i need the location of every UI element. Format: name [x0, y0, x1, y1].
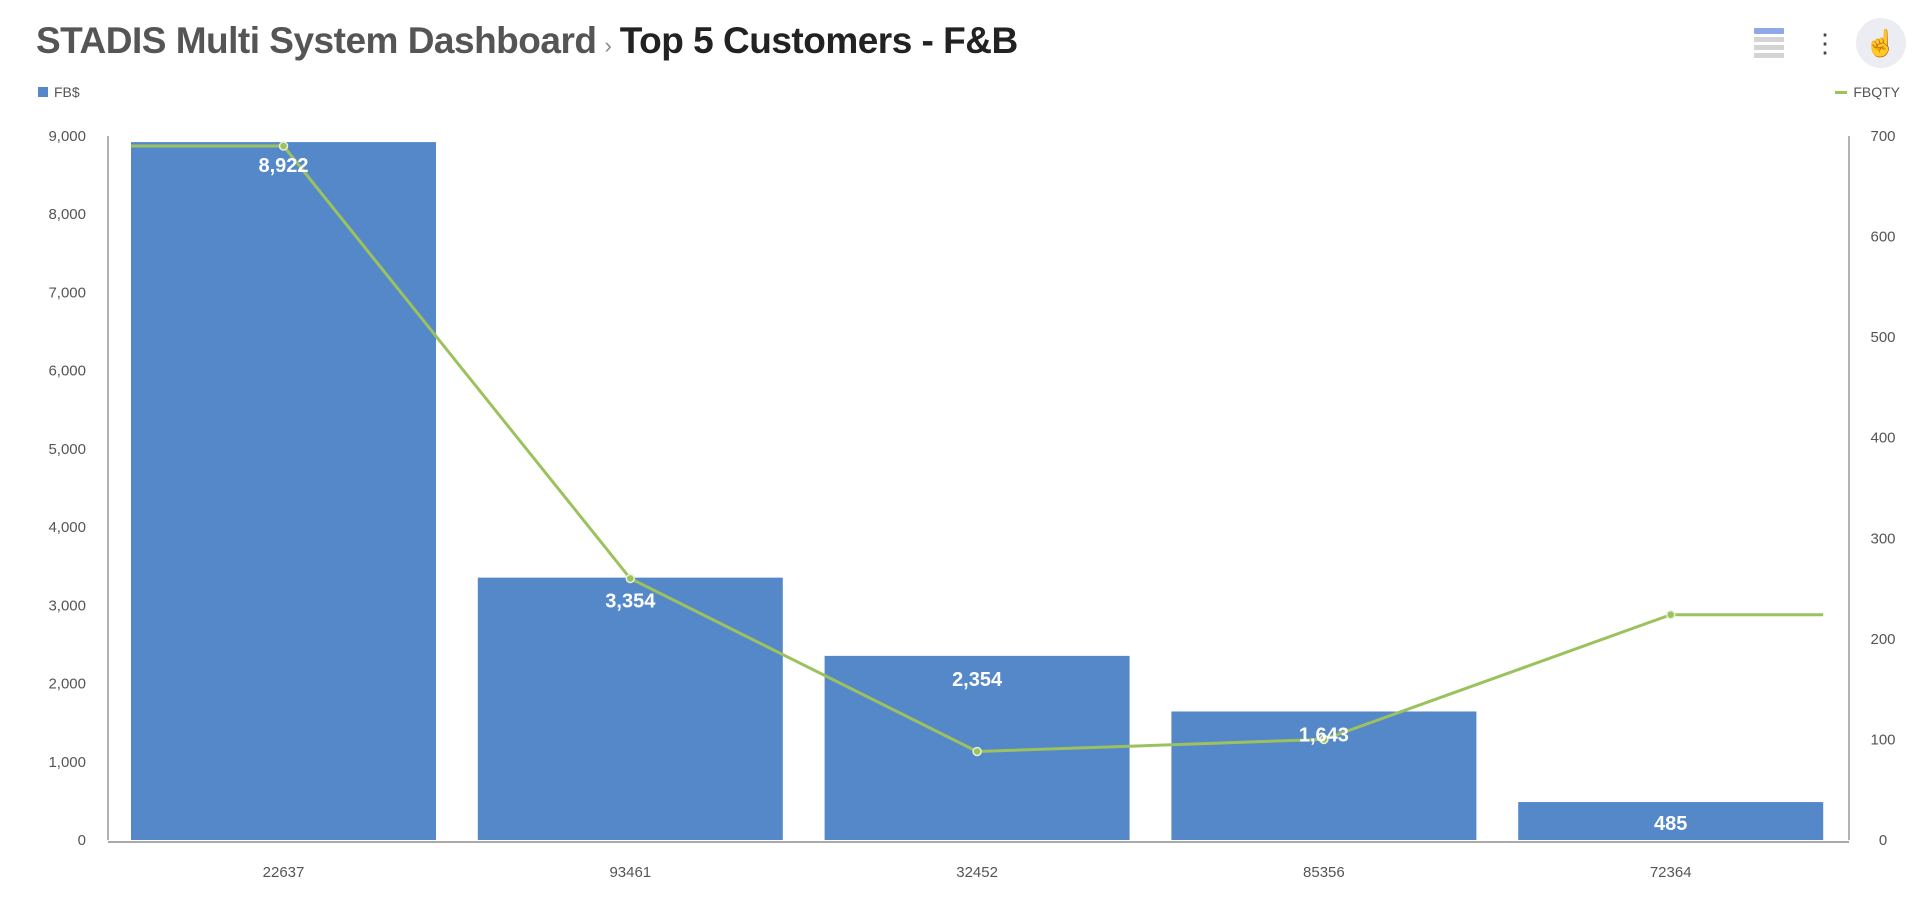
table-view-icon[interactable]	[1754, 28, 1784, 58]
left-tick-label: 6,000	[48, 363, 86, 380]
more-vert-icon[interactable]: ⋮	[1812, 27, 1838, 58]
x-tick-label: 72364	[1650, 864, 1692, 881]
left-tick-label: 5,000	[48, 441, 86, 458]
breadcrumb-separator-icon: ›	[604, 33, 612, 58]
breadcrumb-dashboard[interactable]: STADIS Multi System Dashboard	[36, 20, 597, 61]
line-point-72364	[1665, 609, 1676, 620]
pointer-hand-icon[interactable]: ☝	[1856, 18, 1906, 68]
bar-data-label: 8,922	[258, 155, 308, 177]
x-tick-label: 85356	[1303, 864, 1345, 881]
bar-data-label: 485	[1654, 813, 1687, 835]
left-tick-label: 9,000	[48, 128, 86, 145]
bar-93461	[477, 577, 783, 840]
line-point-22637	[278, 141, 289, 151]
left-tick-label: 4,000	[48, 519, 86, 536]
x-tick-label: 32452	[956, 864, 998, 881]
legend-line: FBQTY	[1835, 84, 1900, 100]
bar-data-label: 1,643	[1299, 724, 1349, 746]
bar-85356	[1171, 711, 1477, 840]
left-tick-label: 2,000	[48, 676, 86, 693]
x-tick-label: 22637	[263, 864, 305, 881]
right-tick-label: 500	[1870, 329, 1895, 346]
x-tick-label: 93461	[609, 864, 651, 881]
bar-data-label: 3,354	[605, 591, 656, 613]
right-tick-label: 400	[1870, 430, 1895, 447]
left-tick-label: 3,000	[48, 597, 86, 614]
bar-22637	[131, 142, 436, 841]
toolbar: ⋮ ☝	[1754, 18, 1906, 68]
legend-label-fbs: FB$	[54, 84, 80, 100]
left-tick-label: 7,000	[48, 284, 86, 301]
right-tick-label: 0	[1879, 832, 1887, 849]
bar-data-label: 2,354	[952, 669, 1003, 691]
right-tick-label: 300	[1870, 530, 1895, 547]
line-point-93461	[625, 573, 636, 584]
right-tick-label: 600	[1870, 229, 1895, 246]
bar-72364	[1518, 802, 1824, 840]
legend-label-fbqty: FBQTY	[1853, 84, 1900, 100]
legend-swatch-bar	[38, 87, 48, 97]
legend-swatch-line	[1835, 90, 1848, 94]
header: STADIS Multi System Dashboard › Top 5 Cu…	[36, 20, 1018, 62]
line-point-32452	[972, 746, 982, 757]
right-tick-label: 100	[1870, 731, 1895, 748]
page-title: Top 5 Customers - F&B	[619, 20, 1018, 61]
right-tick-label: 200	[1870, 631, 1895, 648]
right-tick-label: 700	[1870, 128, 1895, 145]
left-tick-label: 8,000	[48, 206, 86, 223]
left-tick-label: 0	[78, 832, 86, 849]
legend-bar: FB$	[38, 84, 80, 100]
left-tick-label: 1,000	[48, 754, 86, 771]
line-point-85356	[1319, 734, 1329, 745]
